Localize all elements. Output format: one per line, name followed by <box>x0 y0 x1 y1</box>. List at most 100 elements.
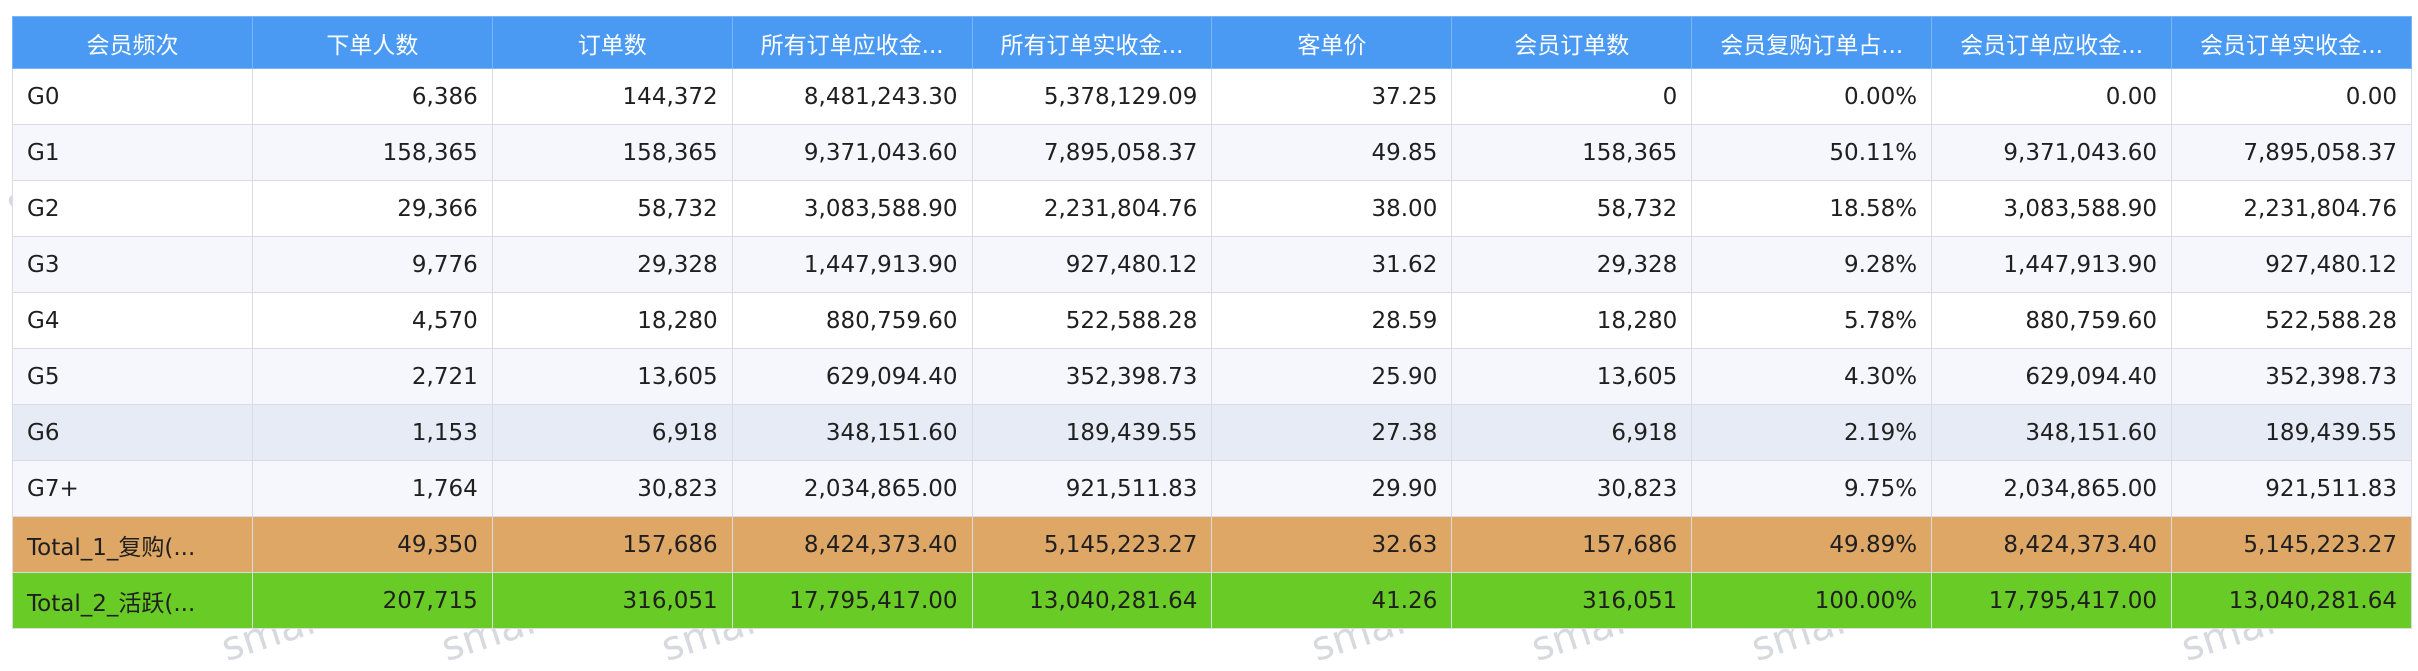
table-cell: 29.90 <box>1211 460 1453 517</box>
table-cell: 9.28% <box>1691 236 1933 293</box>
table-cell: 316,051 <box>1451 572 1693 629</box>
table-cell: 1,447,913.90 <box>731 236 973 293</box>
table-cell: 348,151.60 <box>731 404 973 461</box>
row-label-cell: Total_2_活跃(... <box>12 572 253 629</box>
table-cell: 58,732 <box>491 180 733 237</box>
table-row[interactable]: G5 2,721 13,605 629,094.40 352,398.73 25.90 13… <box>12 348 2412 405</box>
row-label-cell: G3 <box>12 236 253 293</box>
table-cell: 2,034,865.00 <box>1931 460 2173 517</box>
table-cell: 5,145,223.27 <box>971 516 1213 573</box>
row-label-cell: G6 <box>12 404 253 461</box>
table-cell: 158,365 <box>491 124 733 181</box>
table-cell: 49,350 <box>251 516 493 573</box>
table-cell: 17,795,417.00 <box>1931 572 2173 629</box>
table-cell: 629,094.40 <box>1931 348 2173 405</box>
table-cell: 41.26 <box>1211 572 1453 629</box>
table-cell: 880,759.60 <box>1931 292 2173 349</box>
total-row[interactable]: Total_2_活跃(... 207,715 316,051 17,795,417.0… <box>12 572 2412 629</box>
table-cell: 5.78% <box>1691 292 1933 349</box>
table-cell: 1,153 <box>251 404 493 461</box>
table-cell: 49.85 <box>1211 124 1453 181</box>
table-cell: 144,372 <box>491 68 733 125</box>
table-cell: 13,605 <box>491 348 733 405</box>
table-cell: 50.11% <box>1691 124 1933 181</box>
table-cell: 1,764 <box>251 460 493 517</box>
table-cell: 18,280 <box>1451 292 1693 349</box>
table-row[interactable]: G7+ 1,764 30,823 2,034,865.00 921,511.83 29.9… <box>12 460 2412 517</box>
table-row[interactable]: G0 6,386 144,372 8,481,243.30 5,378,129.09 37… <box>12 68 2412 125</box>
table-cell: 38.00 <box>1211 180 1453 237</box>
table-header-row: 会员频次 下单人数 订单数 所有订单应收金... 所有订单实收金... 客单价 会员订单数会… <box>12 16 2412 69</box>
column-header[interactable]: 会员订单实收金... <box>2171 16 2412 69</box>
table-row[interactable]: G4 4,570 18,280 880,759.60 522,588.28 28.59 18… <box>12 292 2412 349</box>
table-cell: 58,732 <box>1451 180 1693 237</box>
table-cell: 3,083,588.90 <box>731 180 973 237</box>
table-cell: 189,439.55 <box>2171 404 2412 461</box>
column-header[interactable]: 下单人数 <box>251 16 493 69</box>
row-label-cell: G4 <box>12 292 253 349</box>
table-cell: 6,918 <box>1451 404 1693 461</box>
table-cell: 30,823 <box>1451 460 1693 517</box>
table-cell: 189,439.55 <box>971 404 1213 461</box>
table-cell: 29,328 <box>491 236 733 293</box>
table-cell: 352,398.73 <box>971 348 1213 405</box>
table-cell: 0.00 <box>1931 68 2173 125</box>
table-cell: 4.30% <box>1691 348 1933 405</box>
table-cell: 37.25 <box>1211 68 1453 125</box>
table-cell: 100.00% <box>1691 572 1933 629</box>
table-cell: 6,386 <box>251 68 493 125</box>
table-cell: 17,795,417.00 <box>731 572 973 629</box>
table-row[interactable]: G2 29,366 58,732 3,083,588.90 2,231,804.76 38… <box>12 180 2412 237</box>
table-cell: 2,034,865.00 <box>731 460 973 517</box>
table-cell: 9,371,043.60 <box>731 124 973 181</box>
table-cell: 629,094.40 <box>731 348 973 405</box>
column-header[interactable]: 客单价 <box>1211 16 1453 69</box>
table-header: 会员频次 下单人数 订单数 所有订单应收金... 所有订单实收金... 客单价 会员订单数会… <box>12 16 2412 69</box>
table-cell: 9,776 <box>251 236 493 293</box>
table-cell: 316,051 <box>491 572 733 629</box>
table-cell: 2,721 <box>251 348 493 405</box>
table-cell: 7,895,058.37 <box>2171 124 2412 181</box>
table-row[interactable]: G1 158,365 158,365 9,371,043.60 7,895,058.37… <box>12 124 2412 181</box>
table-cell: 18,280 <box>491 292 733 349</box>
column-header[interactable]: 所有订单实收金... <box>971 16 1213 69</box>
table-body: G0 6,386 144,372 8,481,243.30 5,378,129.09 37… <box>12 68 2412 629</box>
table-cell: 32.63 <box>1211 516 1453 573</box>
table-cell: 2,231,804.76 <box>971 180 1213 237</box>
table-cell: 4,570 <box>251 292 493 349</box>
table-cell: 28.59 <box>1211 292 1453 349</box>
table-cell: 31.62 <box>1211 236 1453 293</box>
table-cell: 352,398.73 <box>2171 348 2412 405</box>
table-cell: 7,895,058.37 <box>971 124 1213 181</box>
row-label-cell: G2 <box>12 180 253 237</box>
table-cell: 25.90 <box>1211 348 1453 405</box>
column-header[interactable]: 会员复购订单占... <box>1691 16 1933 69</box>
table-cell: 921,511.83 <box>971 460 1213 517</box>
table-row[interactable]: G3 9,776 29,328 1,447,913.90 927,480.12 31.62… <box>12 236 2412 293</box>
table-row[interactable]: G6 1,153 6,918 348,151.60 189,439.55 27.38 6,9… <box>12 404 2412 461</box>
table-cell: 8,424,373.40 <box>1931 516 2173 573</box>
data-table: 会员频次 下单人数 订单数 所有订单应收金... 所有订单实收金... 客单价 会员订单数会… <box>12 16 2412 629</box>
table-cell: 0 <box>1451 68 1693 125</box>
column-header[interactable]: 所有订单应收金... <box>731 16 973 69</box>
table-cell: 207,715 <box>251 572 493 629</box>
table-cell: 30,823 <box>491 460 733 517</box>
row-label-cell: G1 <box>12 124 253 181</box>
table-cell: 29,328 <box>1451 236 1693 293</box>
table-cell: 157,686 <box>1451 516 1693 573</box>
column-header[interactable]: 会员订单应收金... <box>1931 16 2173 69</box>
table-cell: 27.38 <box>1211 404 1453 461</box>
table-cell: 13,040,281.64 <box>971 572 1213 629</box>
column-header[interactable]: 会员订单数 <box>1451 16 1693 69</box>
row-label-cell: G7+ <box>12 460 253 517</box>
table-cell: 9,371,043.60 <box>1931 124 2173 181</box>
total-row[interactable]: Total_1_复购(... 49,350 157,686 8,424,373.40 5… <box>12 516 2412 573</box>
table-cell: 158,365 <box>1451 124 1693 181</box>
column-header[interactable]: 会员频次 <box>12 16 253 69</box>
table-cell: 158,365 <box>251 124 493 181</box>
table-cell: 18.58% <box>1691 180 1933 237</box>
table-cell: 8,424,373.40 <box>731 516 973 573</box>
column-header[interactable]: 订单数 <box>491 16 733 69</box>
table-cell: 8,481,243.30 <box>731 68 973 125</box>
table-cell: 13,040,281.64 <box>2171 572 2412 629</box>
